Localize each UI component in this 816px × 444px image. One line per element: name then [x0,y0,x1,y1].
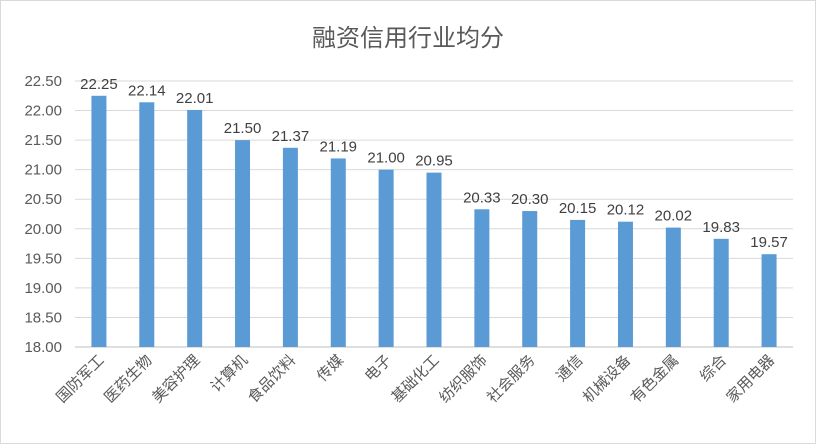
data-label: 20.02 [655,208,693,225]
bars [91,95,777,348]
x-tick-label: 电子 [361,351,395,385]
chart-title: 融资信用行业均分 [312,24,504,52]
bar [187,109,203,347]
y-tick-label: 22.50 [24,73,62,90]
y-tick-label: 19.50 [24,250,62,267]
y-tick-label: 20.00 [24,221,62,238]
bar [378,169,394,347]
x-tick-label: 机械设备 [579,351,634,406]
bar [91,95,107,348]
x-tick-label: 社会服务 [483,351,538,406]
bar [570,219,586,347]
x-tick-label: 美容护理 [148,351,203,406]
bar [474,209,490,347]
x-tick-label: 传媒 [313,351,347,385]
x-tick-label: 家用电器 [723,351,778,406]
bar [522,211,538,347]
y-axis: 18.00 18.50 19.00 19.50 20.00 20.50 21.00 21.50… [24,73,62,356]
data-label: 22.01 [176,90,214,107]
bar [617,221,633,347]
data-labels: 22.25 22.14 22.01 21.50 21.37 21.19 21.00 20.95… [80,76,788,251]
bar [713,238,729,347]
bar [761,254,777,347]
x-tick-label: 计算机 [207,351,252,396]
bar [235,140,251,347]
data-label: 20.30 [511,191,549,208]
x-tick-label: 国防军工 [53,351,108,406]
data-label: 21.00 [367,150,405,167]
x-tick-label: 医药生物 [100,351,155,406]
data-label: 19.57 [750,234,788,251]
data-label: 22.25 [80,76,118,93]
bar [426,172,442,347]
y-tick-label: 19.00 [24,280,62,297]
y-tick-label: 21.00 [24,162,62,179]
bar [665,227,681,347]
y-tick-label: 21.50 [24,132,62,149]
y-tick-label: 20.50 [24,191,62,208]
bar [139,102,155,347]
y-tick-label: 18.00 [24,339,62,356]
x-tick-label: 有色金属 [627,351,682,406]
data-label: 21.50 [224,120,262,137]
bar [282,147,298,347]
y-tick-label: 18.50 [24,309,62,326]
bar [330,158,346,347]
x-tick-label: 纺织服饰 [436,351,491,406]
data-label: 21.37 [272,128,310,145]
data-label: 20.33 [463,189,501,206]
data-label: 20.12 [607,202,645,219]
data-label: 21.19 [319,138,357,155]
x-tick-label: 通信 [552,351,586,385]
data-label: 20.15 [559,200,597,217]
data-label: 22.14 [128,82,166,99]
x-tick-label: 综合 [696,351,730,385]
x-tick-label: 食品饮料 [244,351,299,406]
data-label: 19.83 [702,219,740,236]
y-tick-label: 22.00 [24,103,62,120]
data-label: 20.95 [415,153,453,170]
x-tick-label: 基础化工 [388,351,443,406]
